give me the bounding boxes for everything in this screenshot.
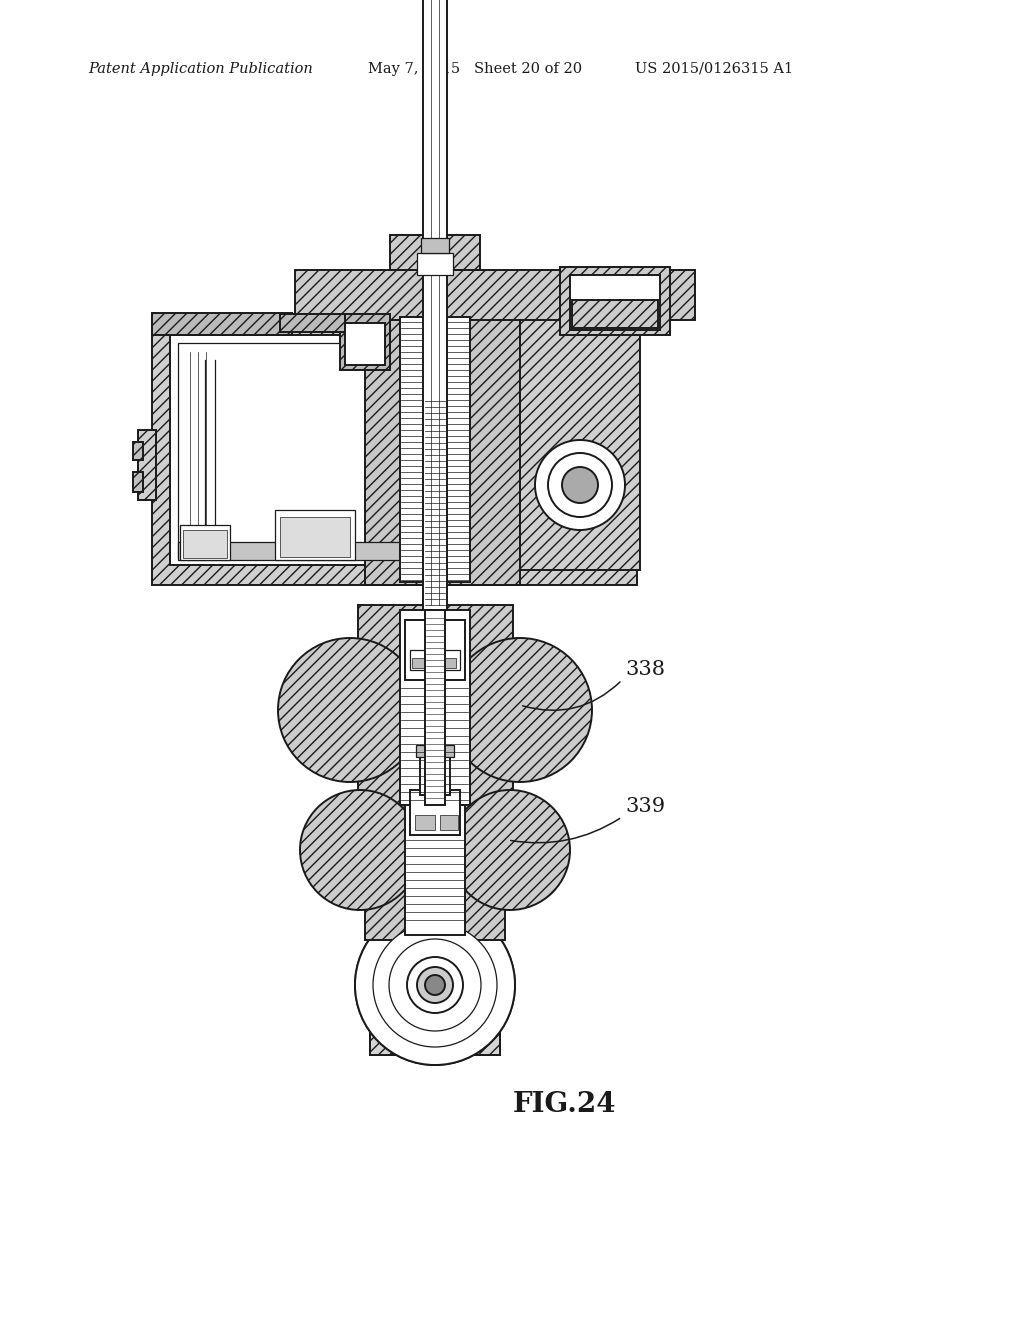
Bar [365, 760, 504, 940]
Text: 339: 339 [625, 797, 664, 816]
Bar [280, 517, 350, 557]
Bar [132, 442, 143, 459]
Circle shape [417, 968, 452, 1003]
Circle shape [355, 906, 515, 1065]
Bar [358, 605, 513, 814]
Circle shape [447, 638, 591, 781]
Text: May 7, 2015   Sheet 20 of 20: May 7, 2015 Sheet 20 of 20 [368, 62, 582, 77]
Circle shape [407, 957, 463, 1012]
Bar [294, 271, 694, 319]
Bar [570, 275, 659, 330]
Bar [439, 814, 458, 830]
Bar [152, 313, 291, 335]
Bar [421, 238, 448, 253]
Circle shape [561, 467, 597, 503]
Bar [179, 525, 229, 560]
Bar [410, 649, 460, 671]
Bar [370, 1020, 499, 1055]
Bar [412, 657, 430, 668]
Bar [370, 1020, 499, 1055]
Text: US 2015/0126315 A1: US 2015/0126315 A1 [635, 62, 793, 77]
Bar [365, 315, 520, 585]
Bar [344, 323, 384, 366]
Bar [425, 610, 444, 805]
Circle shape [535, 440, 625, 531]
Text: FIG.24: FIG.24 [513, 1092, 616, 1118]
Bar [559, 267, 669, 335]
Circle shape [355, 906, 515, 1065]
Bar [399, 610, 470, 805]
Bar [138, 430, 156, 500]
Bar [389, 235, 480, 271]
Bar [182, 531, 227, 558]
Bar [178, 343, 435, 558]
Bar [280, 314, 344, 333]
Bar [423, 0, 446, 610]
Bar [572, 300, 657, 327]
Circle shape [278, 638, 422, 781]
Bar [405, 766, 465, 935]
Bar [178, 543, 435, 560]
Bar [152, 315, 637, 585]
Circle shape [300, 789, 420, 909]
Bar [399, 317, 470, 582]
Text: 338: 338 [625, 660, 664, 678]
Bar [339, 314, 389, 370]
Bar [417, 253, 452, 275]
Bar [439, 657, 455, 668]
Circle shape [449, 789, 570, 909]
Bar [170, 335, 444, 565]
Bar [405, 620, 465, 680]
Bar [415, 814, 434, 830]
Circle shape [388, 939, 481, 1031]
Circle shape [547, 453, 611, 517]
Circle shape [373, 923, 496, 1047]
Bar [410, 789, 460, 836]
Bar [420, 755, 449, 795]
Bar [275, 510, 355, 560]
Bar [416, 744, 453, 756]
Bar [132, 473, 143, 492]
Text: Patent Application Publication: Patent Application Publication [88, 62, 313, 77]
Circle shape [425, 975, 444, 995]
Bar [520, 315, 639, 570]
